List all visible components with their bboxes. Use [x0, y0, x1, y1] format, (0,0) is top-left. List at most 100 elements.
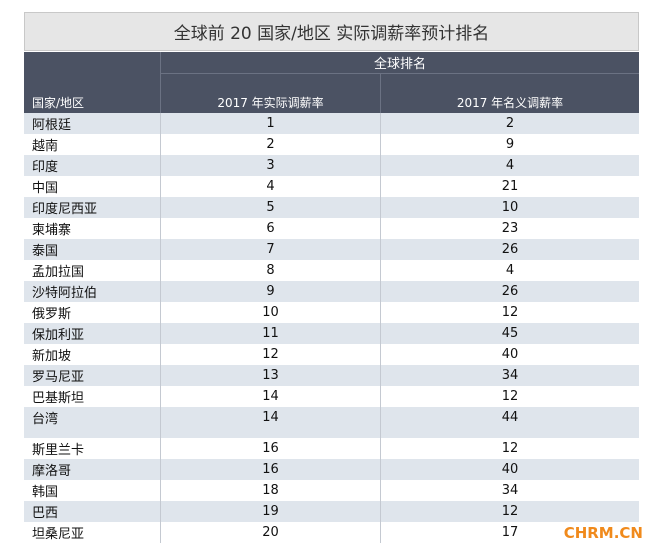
- country: 斯里兰卡: [32, 443, 85, 458]
- nominal-rank: 12: [501, 441, 519, 456]
- table-row: 越南 2 9: [24, 134, 639, 156]
- country: 俄罗斯: [32, 307, 72, 322]
- real-rank: 13: [262, 368, 279, 383]
- divider: [380, 323, 381, 344]
- table-row: 保加利亚 11 45: [24, 323, 639, 345]
- divider: [160, 438, 161, 459]
- country: 新加坡: [32, 349, 72, 364]
- nominal-rank: 21: [501, 179, 519, 194]
- divider: [160, 134, 161, 155]
- real-rank: 20: [262, 525, 279, 540]
- nominal-rank: 4: [505, 263, 515, 278]
- nominal-rank: 12: [501, 504, 519, 519]
- country: 泰国: [32, 244, 59, 259]
- group-header: 全球排名: [373, 57, 426, 72]
- table-row: 新加坡 12 40: [24, 344, 639, 366]
- country: 保加利亚: [32, 328, 85, 343]
- divider: [160, 480, 161, 501]
- country: 阿根廷: [32, 118, 72, 133]
- table-row: 巴西 19 12: [24, 501, 639, 523]
- divider: [380, 281, 381, 302]
- divider: [160, 407, 161, 438]
- real-rank: 14: [262, 410, 279, 425]
- real-rank: 1: [266, 116, 275, 131]
- divider: [380, 176, 381, 197]
- divider: [380, 155, 381, 176]
- country: 巴基斯坦: [32, 391, 85, 406]
- divider: [380, 365, 381, 386]
- nominal-rank: 40: [501, 462, 519, 477]
- country: 沙特阿拉伯: [32, 286, 98, 301]
- table-row: 阿根廷 1 2: [24, 113, 639, 135]
- column-header: 2017 年名义调薪率: [456, 96, 564, 110]
- table-row: 中国 4 21: [24, 176, 639, 198]
- country: 印度尼西亚: [32, 202, 98, 217]
- nominal-rank: 12: [501, 305, 519, 320]
- divider: [160, 218, 161, 239]
- nominal-rank: 26: [501, 284, 519, 299]
- table-row: 罗马尼亚 13 34: [24, 365, 639, 387]
- divider: [160, 176, 161, 197]
- divider: [380, 480, 381, 501]
- table-row: 斯里兰卡 16 12: [24, 438, 639, 460]
- table-row: 泰国 7 26: [24, 239, 639, 261]
- country: 柬埔寨: [32, 223, 72, 238]
- country: 巴西: [32, 506, 59, 521]
- divider: [380, 459, 381, 480]
- nominal-rank: 12: [501, 389, 519, 404]
- nominal-rank: 40: [501, 347, 519, 362]
- table-row: 坦桑尼亚 20 17: [24, 522, 639, 544]
- divider: [160, 239, 161, 260]
- divider: [380, 438, 381, 459]
- real-rank: 16: [262, 441, 279, 456]
- table-title: 全球前 20 国家/地区 实际调薪率预计排名: [24, 12, 639, 51]
- divider: [380, 386, 381, 407]
- real-rank: 7: [266, 242, 275, 257]
- divider: [160, 501, 161, 522]
- divider: [161, 73, 639, 74]
- nominal-rank: 9: [505, 137, 515, 152]
- divider: [380, 260, 381, 281]
- table-row: 巴基斯坦 14 12: [24, 386, 639, 408]
- divider: [380, 218, 381, 239]
- divider: [160, 302, 161, 323]
- table-row: 摩洛哥 16 40: [24, 459, 639, 481]
- country: 中国: [32, 181, 59, 196]
- table-header: 全球排名 国家/地区 2017 年实际调薪率 2017 年名义调薪率: [24, 52, 639, 113]
- nominal-rank: 45: [501, 326, 519, 341]
- real-rank: 19: [262, 504, 279, 519]
- real-rank: 16: [262, 462, 279, 477]
- divider: [380, 302, 381, 323]
- divider: [160, 344, 161, 365]
- nominal-rank: 34: [501, 368, 519, 383]
- nominal-rank: 26: [501, 242, 519, 257]
- divider: [160, 113, 161, 134]
- real-rank: 10: [262, 305, 279, 320]
- country: 韩国: [32, 485, 59, 500]
- nominal-rank: 17: [501, 525, 519, 540]
- real-rank: 8: [266, 263, 275, 278]
- real-rank: 6: [266, 221, 275, 236]
- country: 印度: [32, 160, 59, 175]
- nominal-rank: 4: [505, 158, 515, 173]
- divider: [380, 74, 381, 113]
- table-row: 柬埔寨 6 23: [24, 218, 639, 240]
- nominal-rank: 2: [505, 116, 515, 131]
- divider: [160, 365, 161, 386]
- nominal-rank: 34: [501, 483, 519, 498]
- divider: [380, 522, 381, 543]
- real-rank: 5: [266, 200, 275, 215]
- country: 越南: [32, 139, 59, 154]
- nominal-rank: 23: [501, 221, 519, 236]
- divider: [380, 407, 381, 438]
- real-rank: 4: [266, 179, 275, 194]
- divider: [160, 52, 161, 113]
- divider: [380, 113, 381, 134]
- real-rank: 3: [266, 158, 275, 173]
- table-row: 台湾 14 44: [24, 407, 639, 439]
- divider: [380, 501, 381, 522]
- divider: [380, 197, 381, 218]
- table-row: 孟加拉国 8 4: [24, 260, 639, 282]
- divider: [380, 239, 381, 260]
